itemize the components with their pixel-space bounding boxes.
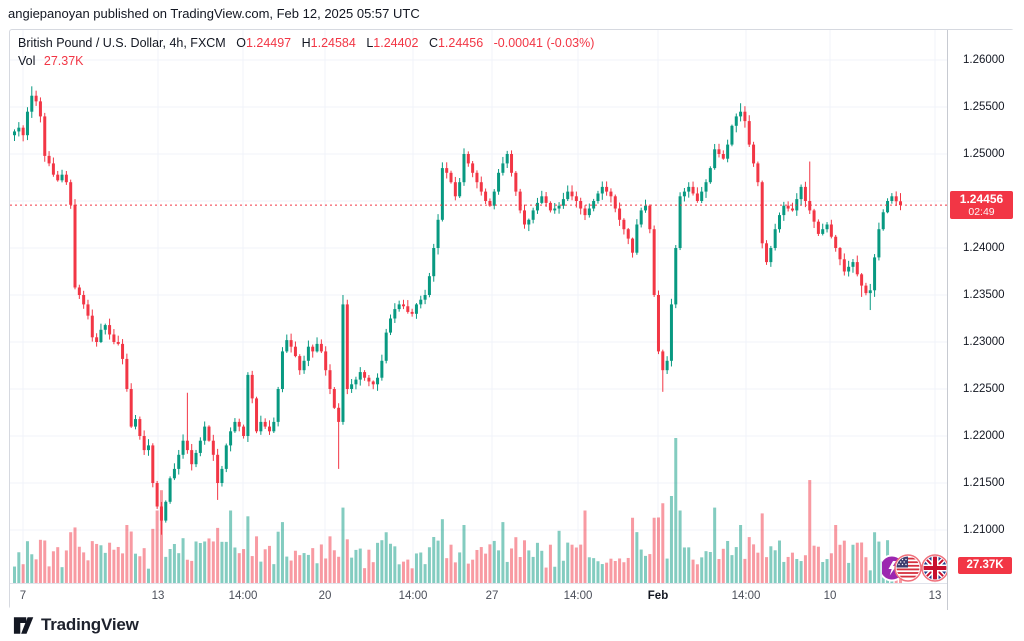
- time-tick-label: 10: [823, 590, 837, 602]
- low-value: 1.24402: [373, 36, 419, 50]
- tradingview-mark-icon: [13, 616, 34, 634]
- low-label: L: [366, 36, 374, 50]
- symbol-title: British Pound / U.S. Dollar, 4h, FXCM: [18, 36, 226, 50]
- bar-countdown: 02:49: [968, 206, 995, 219]
- price-tick-label: 1.22000: [963, 430, 1005, 442]
- price-tick-label: 1.23500: [963, 289, 1005, 301]
- volume-label: Vol: [18, 54, 36, 68]
- volume-bars: [13, 438, 903, 583]
- price-chart-plot[interactable]: British Pound / U.S. Dollar, 4h, FXCM O1…: [10, 30, 947, 583]
- time-tick-label: 14:00: [228, 590, 258, 602]
- uk-flag-icon: [921, 554, 947, 582]
- price-tick-label: 1.21500: [963, 477, 1005, 489]
- open-label: O: [236, 36, 246, 50]
- time-tick-label: 20: [318, 590, 332, 602]
- legend-line-1: British Pound / U.S. Dollar, 4h, FXCM O1…: [18, 34, 594, 52]
- price-tick-label: 1.25000: [963, 148, 1005, 160]
- price-tick-label: 1.26000: [963, 54, 1005, 66]
- time-tick-label: 13: [928, 590, 942, 602]
- time-axis[interactable]: 7 13 14:00 20 14:00 27 14:00 Feb 14:00 10 13: [10, 583, 947, 610]
- us-flag-icon: [894, 554, 922, 582]
- time-tick-label: 14:00: [398, 590, 428, 602]
- candles: [13, 86, 903, 535]
- price-axis[interactable]: 1.24456 02:49 27.37K 1.26000 1.25500 1.250…: [947, 30, 1015, 610]
- tradingview-brand-text: TradingView: [41, 615, 139, 634]
- close-label: C: [428, 36, 438, 50]
- chart-canvas: [10, 30, 947, 583]
- chart-widget: British Pound / U.S. Dollar, 4h, FXCM O1…: [9, 29, 1015, 610]
- price-tick-label: 1.23000: [963, 336, 1005, 348]
- grid-lines: [10, 30, 947, 583]
- open-value: 1.24497: [245, 36, 292, 50]
- price-tick-label: 1.22500: [963, 383, 1005, 395]
- footer: TradingView: [13, 612, 139, 638]
- tradingview-logo[interactable]: TradingView: [13, 615, 139, 635]
- currency-pair-icons: [878, 553, 947, 583]
- volume-value: 27.37K: [43, 54, 84, 68]
- high-value: 1.24584: [310, 36, 356, 50]
- high-label: H: [301, 36, 311, 50]
- legend-line-2: Vol 27.37K: [18, 52, 594, 70]
- time-tick-label: Feb: [647, 590, 669, 602]
- last-price-badge: 1.24456 02:49: [950, 191, 1013, 220]
- price-tick-label: 1.21000: [963, 524, 1005, 536]
- time-tick-label: 7: [19, 590, 27, 602]
- change-value: -0.00041 (-0.03%): [493, 36, 595, 50]
- last-price-value: 1.24456: [959, 192, 1004, 207]
- volume-badge: 27.37K: [958, 557, 1012, 574]
- time-tick-label: 14:00: [731, 590, 761, 602]
- time-tick-label: 14:00: [563, 590, 593, 602]
- price-tick-label: 1.24000: [963, 242, 1005, 254]
- price-tick-label: 1.25500: [963, 101, 1005, 113]
- time-tick-label: 27: [485, 590, 499, 602]
- close-value: 1.24456: [437, 36, 484, 50]
- chart-legend: British Pound / U.S. Dollar, 4h, FXCM O1…: [18, 34, 594, 70]
- time-tick-label: 13: [151, 590, 165, 602]
- publication-text: angiepanoyan published on TradingView.co…: [8, 6, 420, 21]
- publication-header: angiepanoyan published on TradingView.co…: [0, 0, 1024, 28]
